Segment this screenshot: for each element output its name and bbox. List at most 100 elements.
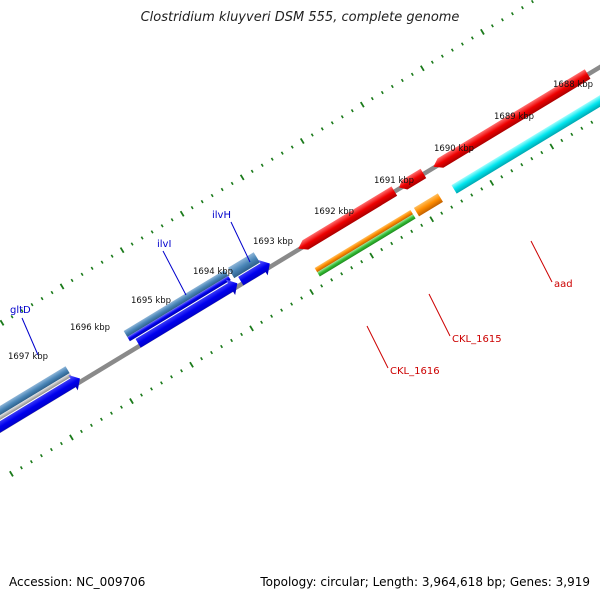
ilvH-leader [230, 221, 251, 263]
outer-tick [400, 78, 404, 83]
outer-tick [0, 319, 5, 326]
inner-tick [210, 350, 214, 355]
inner-tick [460, 199, 464, 203]
outer-tick [179, 210, 185, 217]
outer-tick [510, 12, 514, 16]
outer-tick [290, 145, 294, 149]
inner-tick [360, 259, 364, 264]
outer-tick [390, 84, 394, 89]
inner-tick [79, 429, 83, 434]
inner-tick [240, 332, 244, 337]
inner-tick [89, 423, 93, 428]
scale-labels: 1688 kbp 1689 kbp 1690 kbp 1691 kbp 1692… [8, 80, 593, 362]
outer-tick [100, 260, 104, 264]
inner-tick [390, 241, 394, 246]
outer-tick [480, 28, 485, 35]
inner-tick [429, 216, 435, 223]
gene-ckl1615-arrow [399, 168, 427, 190]
inner-tick [260, 320, 264, 324]
inner-tick [230, 338, 234, 343]
outer-tick [380, 90, 384, 95]
inner-tick [110, 411, 113, 415]
gene-ckl1616-arrow [298, 186, 398, 250]
inner-tick [520, 163, 524, 167]
outer-tick [150, 230, 154, 234]
outer-tick [239, 174, 245, 181]
inner-tick [180, 369, 183, 373]
gene-ilvI-lower-arrow [135, 279, 238, 348]
inner-tick [249, 325, 254, 332]
inner-tick [420, 223, 424, 228]
outer-tick [260, 163, 264, 167]
scale-label: 1694 kbp [193, 267, 233, 277]
inner-tick [150, 387, 153, 391]
outer-tick [440, 54, 444, 58]
outer-tick [80, 272, 84, 277]
scale-label: 1697 kbp [8, 352, 48, 362]
inner-tick [160, 381, 163, 385]
inner-tick [510, 169, 514, 173]
gene-gltD-marker [0, 366, 70, 426]
outer-tick [470, 36, 474, 40]
outer-tick [40, 296, 44, 301]
outer-tick [310, 133, 314, 137]
outer-tick [230, 181, 234, 186]
outer-tick [460, 42, 464, 46]
outer-tick [299, 137, 305, 145]
inner-tick [590, 120, 594, 124]
ilvI-leader [162, 250, 187, 296]
outer-tick [200, 199, 204, 204]
inner-tick [330, 278, 334, 282]
inner-tick [29, 459, 33, 464]
inner-tick [49, 447, 53, 452]
outer-tick [160, 224, 164, 228]
inner-tick [350, 266, 354, 270]
outer-tick [20, 309, 24, 313]
inner-tick [580, 126, 584, 131]
scale-label: 1688 kbp [553, 80, 593, 90]
outer-tick [500, 18, 504, 22]
inner-tick [440, 211, 444, 215]
inner-tick [549, 143, 555, 150]
scale-label: 1689 kbp [494, 112, 534, 122]
outer-tick [110, 254, 114, 258]
inner-tick-ruler [9, 120, 594, 477]
genome-track [0, 0, 600, 477]
scale-label: 1692 kbp [314, 207, 354, 217]
inner-tick [170, 375, 173, 379]
outer-tick [280, 151, 284, 155]
inner-tick [530, 156, 534, 161]
gene-aad-arrow [433, 69, 591, 168]
aad-leader [530, 240, 553, 283]
ckl1616-leader [366, 325, 389, 369]
scale-label: 1693 kbp [253, 237, 293, 247]
inner-tick [540, 150, 544, 155]
outer-tick [340, 115, 344, 119]
outer-tick [90, 266, 94, 270]
inner-tick [220, 344, 224, 349]
inner-tick [570, 132, 574, 137]
outer-tick [210, 193, 214, 198]
outer-tick [140, 236, 144, 240]
inner-tick [39, 453, 43, 458]
ckl1615-leader [428, 293, 451, 337]
scale-label: 1695 kbp [131, 296, 171, 306]
inner-tick [69, 434, 74, 441]
outer-tick [330, 121, 334, 125]
gene-gltD-grey [0, 373, 72, 430]
inner-tick [410, 229, 414, 234]
inner-tick [9, 470, 14, 477]
inner-tick [369, 252, 374, 259]
inner-tick [200, 356, 204, 361]
outer-tick [30, 302, 34, 307]
outer-tick [490, 24, 494, 28]
inner-tick [280, 308, 284, 312]
outer-tick [59, 283, 65, 290]
outer-tick [530, 0, 534, 4]
inner-tick [140, 393, 143, 397]
outer-tick [130, 242, 134, 246]
inner-tick [59, 441, 63, 446]
gene-gltD-arrow [0, 374, 80, 434]
accession-text: Accession: NC_009706 [9, 575, 146, 589]
